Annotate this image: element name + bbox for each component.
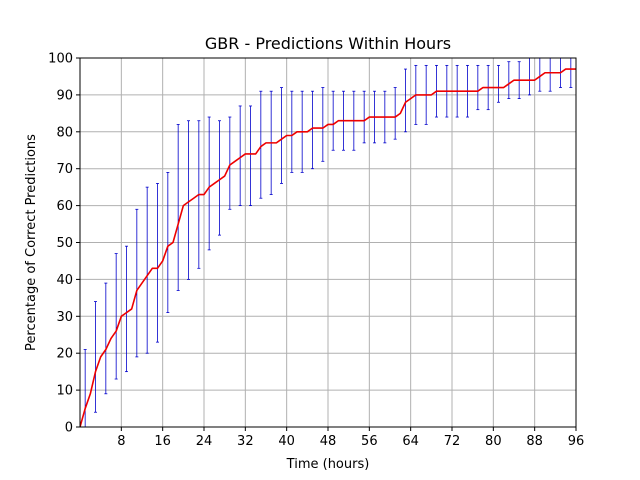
x-tick-label: 88	[526, 434, 543, 449]
y-tick-label: 40	[56, 273, 73, 288]
x-tick-label: 96	[568, 434, 585, 449]
y-tick-label: 70	[56, 162, 73, 177]
y-tick-label: 30	[56, 310, 73, 325]
x-tick-label: 56	[361, 434, 378, 449]
y-tick-label: 0	[65, 421, 73, 436]
y-axis: 0 10 20 30 40 50 60 70 80 90 100	[48, 52, 80, 436]
y-tick-label: 20	[56, 347, 73, 362]
y-tick-label: 80	[56, 125, 73, 140]
x-axis: 8 16 24 32 40 48 56 64 72 80 88 96	[117, 427, 584, 449]
y-tick-label: 90	[56, 88, 73, 103]
x-tick-label: 48	[320, 434, 337, 449]
y-tick-label: 50	[56, 236, 73, 251]
series-line	[80, 68, 576, 427]
x-tick-label: 80	[485, 434, 502, 449]
data-lines	[80, 68, 576, 427]
y-tick-label: 100	[48, 52, 73, 67]
y-axis-label: Percentage of Correct Predictions	[24, 134, 39, 351]
x-axis-label: Time (hours)	[286, 457, 370, 472]
y-tick-label: 60	[56, 199, 73, 214]
x-tick-label: 16	[154, 434, 171, 449]
x-tick-label: 64	[402, 434, 419, 449]
error-bars	[83, 58, 573, 427]
x-tick-label: 40	[278, 434, 295, 449]
x-tick-label: 24	[196, 434, 213, 449]
x-tick-label: 32	[237, 434, 254, 449]
x-tick-label: 72	[444, 434, 461, 449]
y-tick-label: 10	[56, 384, 73, 399]
x-tick-label: 8	[117, 434, 125, 449]
chart-title: GBR - Predictions Within Hours	[205, 34, 451, 53]
plot-area	[80, 58, 576, 427]
